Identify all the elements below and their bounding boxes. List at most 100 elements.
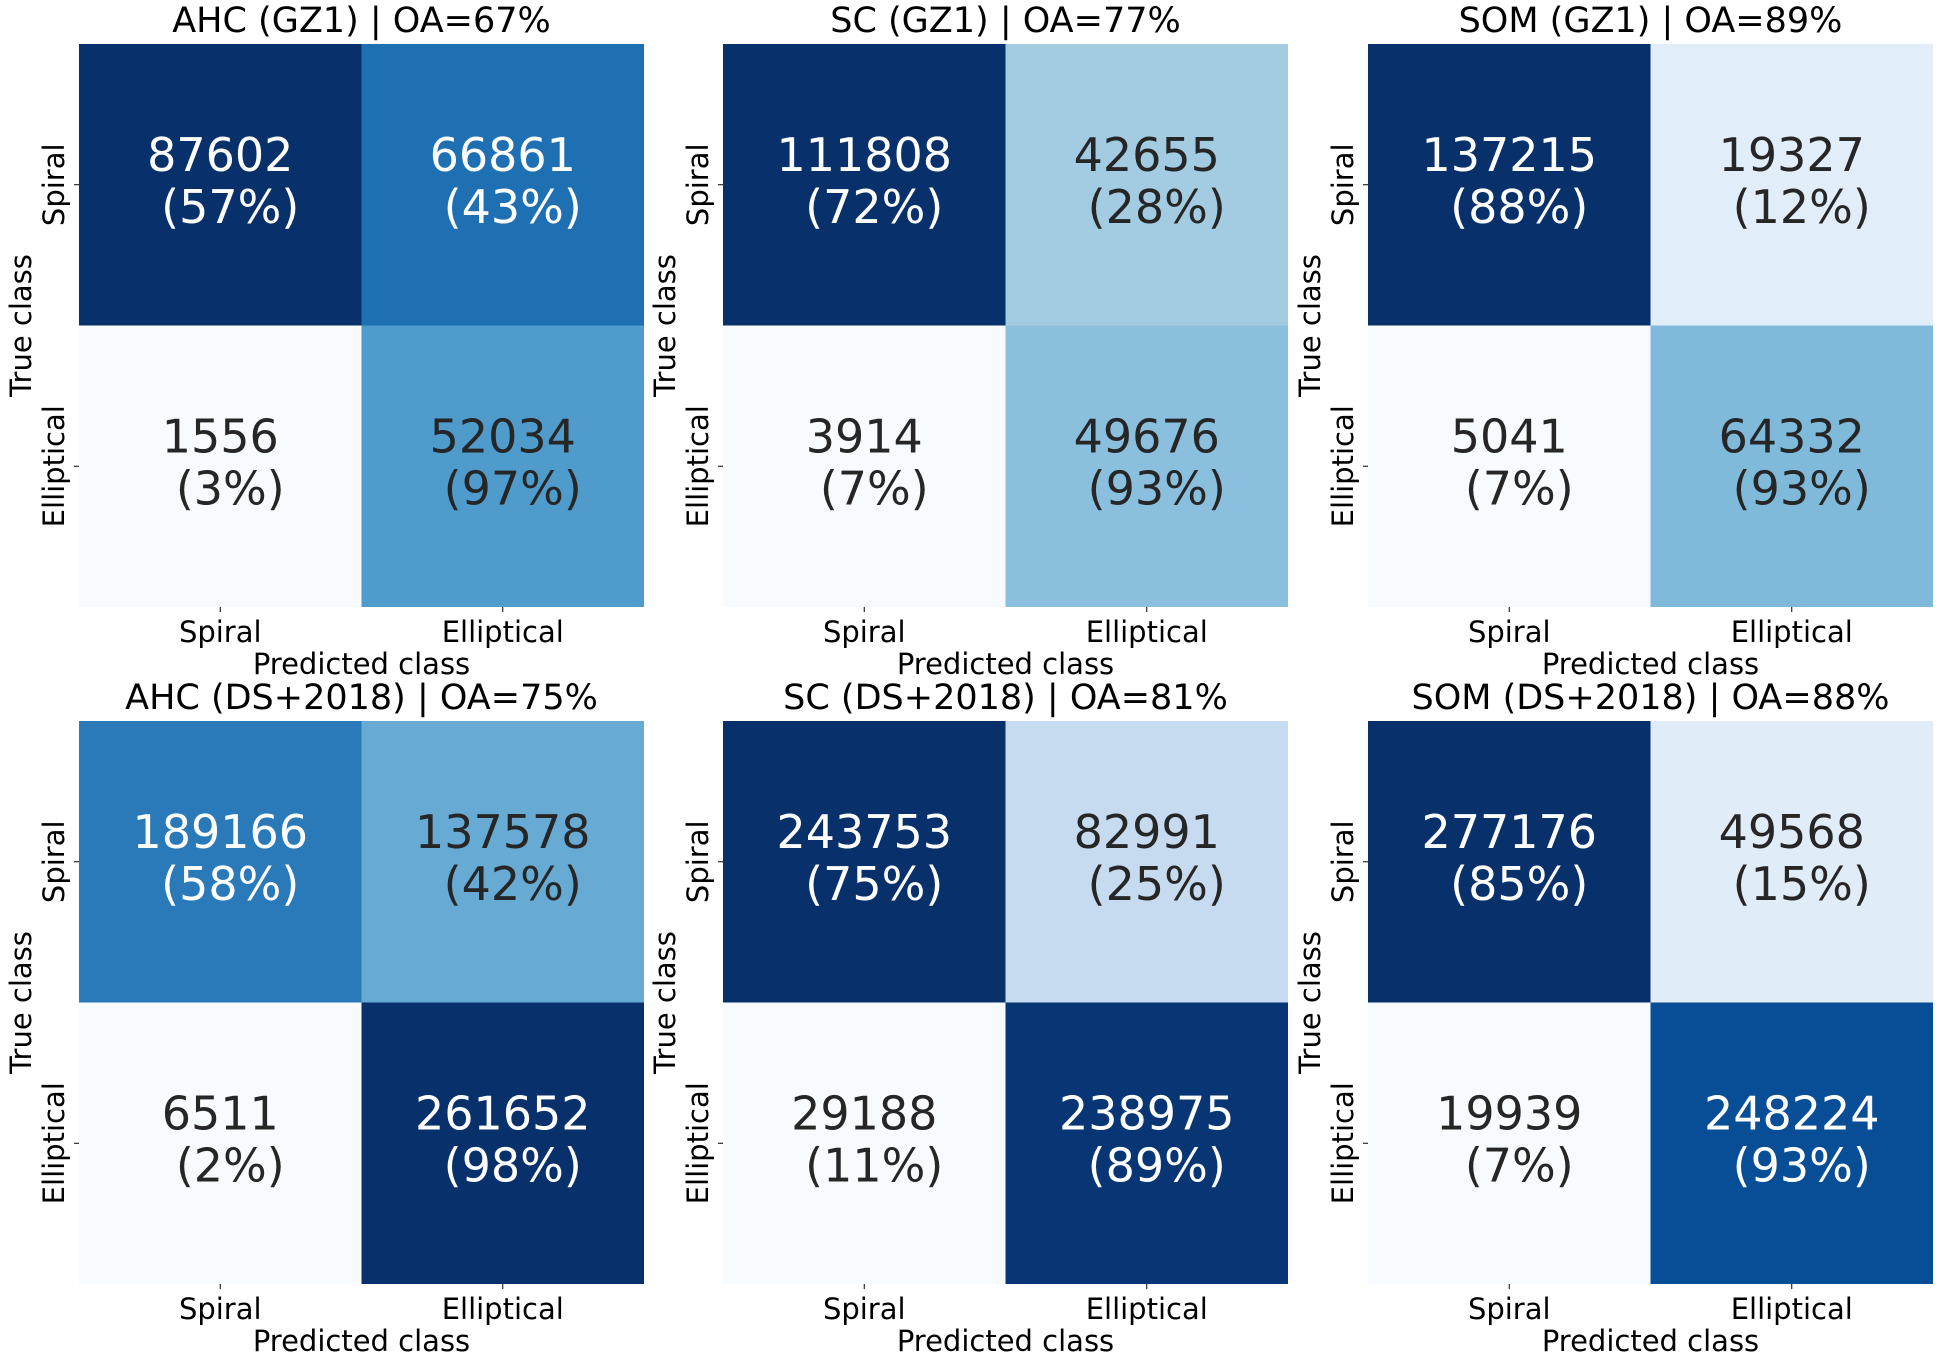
heatmap-cell [361,44,644,326]
x-tick-label: Elliptical [442,1292,564,1326]
y-tick-label: Elliptical [1326,405,1360,527]
y-tick-label: Spiral [37,143,71,226]
chart-panel: SC (DS+2018) | OA=81% 243753(75%) 82991(25… [648,678,1288,1358]
cell-value-label: 3914 [806,409,923,463]
y-axis-label: True class [648,931,682,1075]
cell-value-label: 29188 [791,1086,937,1140]
heatmap-cell [1005,44,1288,326]
heatmap-cell [723,44,1006,326]
heatmap-cell [1368,1002,1651,1284]
y-tick-label: Elliptical [681,405,715,527]
x-tick-label: Elliptical [442,615,564,649]
heatmap-cell [361,1002,644,1284]
cell-value-label: 66861 [430,128,576,182]
cell-percent-label: (25%) [1088,857,1226,911]
chart-title: SC (GZ1) | OA=77% [830,1,1181,41]
cell-value-label: 1556 [162,409,279,463]
cell-value-label: 5041 [1451,409,1568,463]
cell-value-label: 64332 [1719,409,1865,463]
cell-value-label: 42655 [1074,128,1220,182]
x-tick-label: Spiral [179,1292,262,1326]
heatmap-cell [1005,1002,1288,1284]
x-tick-label: Elliptical [1731,1292,1853,1326]
cell-value-label: 248224 [1704,1086,1880,1140]
x-tick-label: Elliptical [1086,1292,1208,1326]
cell-value-label: 87602 [147,128,293,182]
heatmap-cell [79,325,362,607]
y-axis-label: True class [1293,254,1327,398]
cell-percent-label: (93%) [1088,461,1226,515]
cell-percent-label: (3%) [176,461,285,515]
cell-percent-label: (15%) [1733,857,1871,911]
cell-percent-label: (2%) [176,1138,285,1192]
x-axis-label: Predicted class [253,1324,470,1358]
y-tick-label: Elliptical [37,1082,71,1204]
x-tick-label: Elliptical [1731,615,1853,649]
y-axis-label: True class [4,254,38,398]
chart-panel: SC (GZ1) | OA=77% 111808(72%) 42655(28%) 39… [648,1,1288,681]
chart-title: AHC (DS+2018) | OA=75% [125,678,598,718]
y-tick-label: Elliptical [37,405,71,527]
heatmap-cell [1650,1002,1933,1284]
x-tick-label: Spiral [1468,615,1551,649]
heatmap-cell [1005,721,1288,1003]
cell-value-label: 238975 [1059,1086,1235,1140]
cell-percent-label: (7%) [1465,1138,1574,1192]
cell-value-label: 111808 [776,128,952,182]
cell-value-label: 189166 [132,805,308,859]
cell-value-label: 277176 [1421,805,1597,859]
heatmap-cell [1368,325,1651,607]
cell-value-label: 52034 [430,409,576,463]
chart-panel: SOM (DS+2018) | OA=88% 277176(85%) 49568(1… [1293,678,1933,1358]
y-axis-label: True class [1293,931,1327,1075]
x-axis-label: Predicted class [897,647,1114,681]
cell-value-label: 82991 [1074,805,1220,859]
cell-value-label: 19327 [1719,128,1865,182]
chart-title: SOM (DS+2018) | OA=88% [1411,678,1889,718]
heatmap-cell [1005,325,1288,607]
x-tick-label: Spiral [823,1292,906,1326]
cell-percent-label: (58%) [161,857,299,911]
cell-percent-label: (85%) [1450,857,1588,911]
cell-percent-label: (72%) [805,180,943,234]
heatmap-cell [723,721,1006,1003]
cell-percent-label: (57%) [161,180,299,234]
x-tick-label: Spiral [179,615,262,649]
chart-title: SOM (GZ1) | OA=89% [1459,1,1843,41]
cell-percent-label: (7%) [1465,461,1574,515]
x-tick-label: Elliptical [1086,615,1208,649]
chart-title: AHC (GZ1) | OA=67% [172,1,551,41]
y-axis-label: True class [4,931,38,1075]
heatmap-cell [361,325,644,607]
cell-value-label: 19939 [1436,1086,1582,1140]
heatmap-cell [1650,44,1933,326]
cell-percent-label: (89%) [1088,1138,1226,1192]
cell-percent-label: (11%) [805,1138,943,1192]
chart-panel: SOM (GZ1) | OA=89% 137215(88%) 19327(12%) 5… [1293,1,1933,681]
chart-title: SC (DS+2018) | OA=81% [783,678,1228,718]
y-tick-label: Spiral [37,820,71,903]
x-axis-label: Predicted class [253,647,470,681]
heatmap-cell [1650,721,1933,1003]
heatmap-cell [723,1002,1006,1284]
y-tick-label: Spiral [1326,820,1360,903]
heatmap-cell [79,721,362,1003]
cell-percent-label: (28%) [1088,180,1226,234]
heatmap-cell [361,721,644,1003]
y-tick-label: Spiral [681,820,715,903]
heatmap-cell [79,1002,362,1284]
y-tick-label: Elliptical [1326,1082,1360,1204]
cell-percent-label: (12%) [1733,180,1871,234]
x-axis-label: Predicted class [1542,1324,1759,1358]
x-tick-label: Spiral [823,615,906,649]
cell-value-label: 261652 [415,1086,591,1140]
y-tick-label: Elliptical [681,1082,715,1204]
y-tick-label: Spiral [1326,143,1360,226]
cell-value-label: 137578 [415,805,591,859]
chart-panel: AHC (DS+2018) | OA=75% 189166(58%) 137578 (… [4,678,644,1358]
heatmap-cell [1368,44,1651,326]
x-axis-label: Predicted class [1542,647,1759,681]
cell-value-label: 137215 [1421,128,1597,182]
x-axis-label: Predicted class [897,1324,1114,1358]
